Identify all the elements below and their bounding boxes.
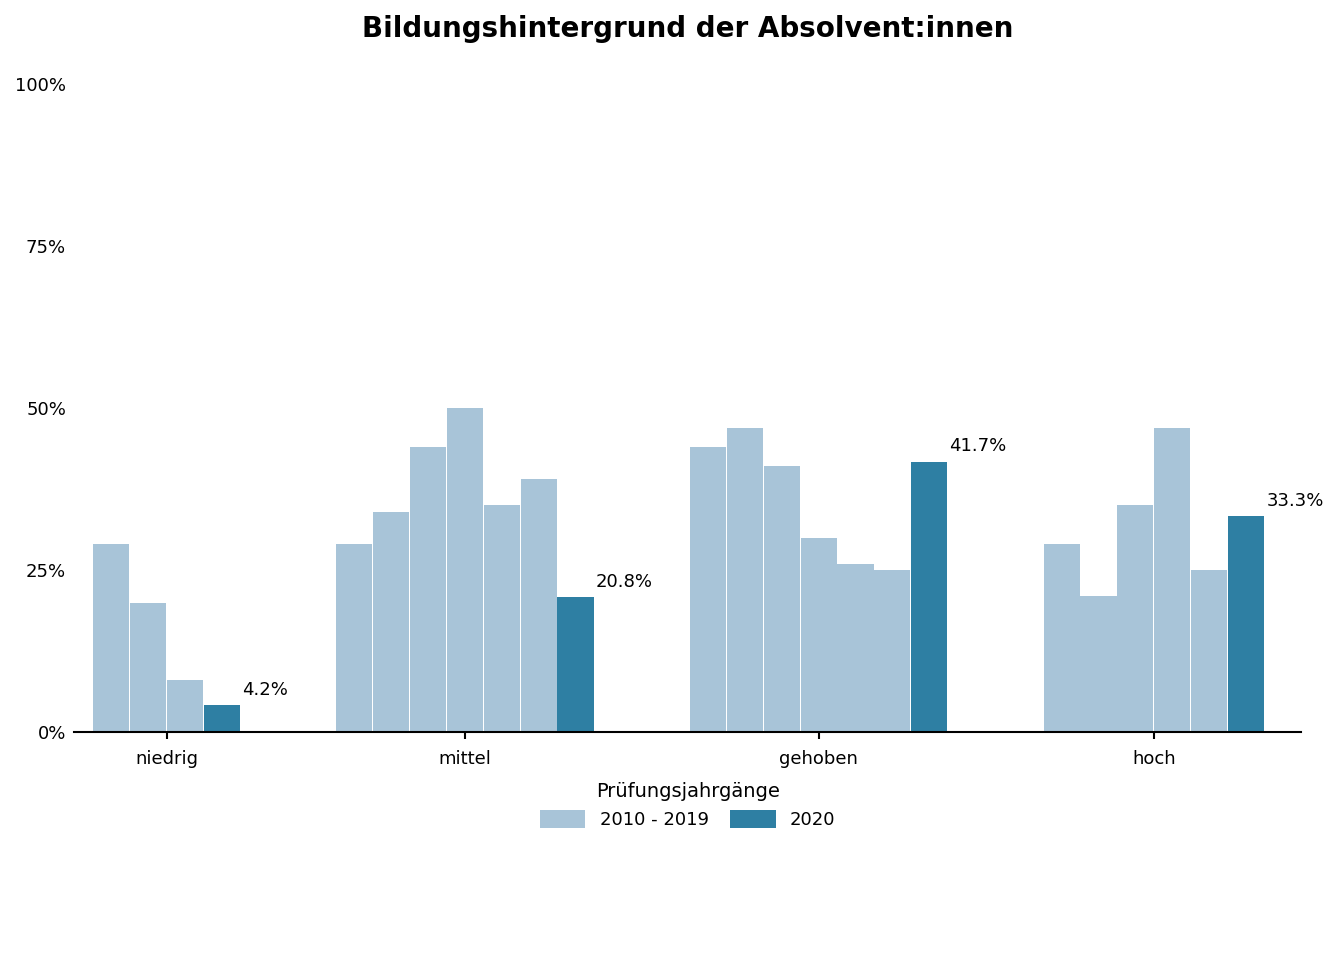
Bar xyxy=(410,447,446,732)
Bar xyxy=(727,427,763,732)
Legend: 2010 - 2019, 2020: 2010 - 2019, 2020 xyxy=(531,773,844,838)
Bar xyxy=(336,544,372,732)
Bar xyxy=(1043,544,1079,732)
Bar xyxy=(204,706,241,732)
Bar xyxy=(558,597,594,732)
Bar xyxy=(520,479,556,732)
Bar xyxy=(484,505,520,732)
Bar xyxy=(837,564,874,732)
Bar xyxy=(801,538,837,732)
Bar xyxy=(167,681,203,732)
Bar xyxy=(93,544,129,732)
Bar xyxy=(446,408,482,732)
Bar xyxy=(1191,570,1227,732)
Bar xyxy=(875,570,910,732)
Text: 20.8%: 20.8% xyxy=(595,573,653,591)
Text: 4.2%: 4.2% xyxy=(242,681,288,699)
Bar xyxy=(1081,596,1117,732)
Bar xyxy=(1117,505,1153,732)
Bar xyxy=(689,447,726,732)
Bar xyxy=(1228,516,1265,732)
Title: Bildungshintergrund der Absolvent:innen: Bildungshintergrund der Absolvent:innen xyxy=(362,15,1013,43)
Text: 33.3%: 33.3% xyxy=(1266,492,1324,510)
Bar xyxy=(911,462,948,732)
Bar xyxy=(374,512,409,732)
Bar xyxy=(130,603,167,732)
Text: 41.7%: 41.7% xyxy=(949,438,1007,455)
Bar xyxy=(763,467,800,732)
Bar xyxy=(1154,427,1191,732)
